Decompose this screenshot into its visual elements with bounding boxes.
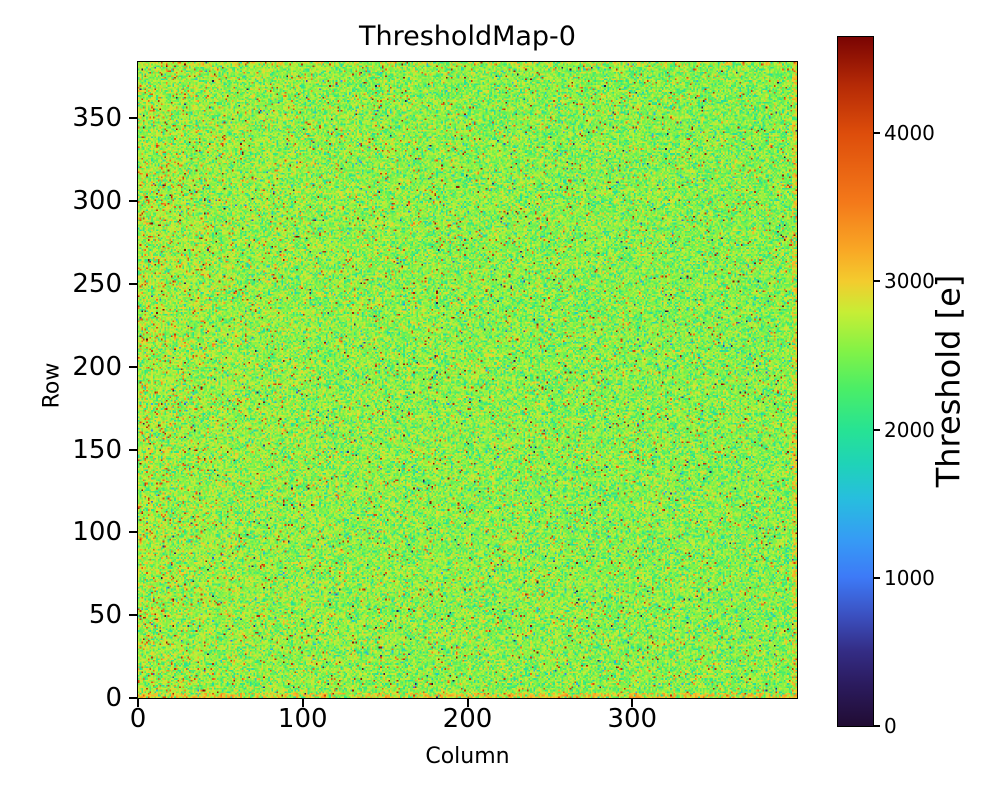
y-tick-mark bbox=[129, 614, 137, 617]
y-tick-label: 100 bbox=[72, 517, 122, 548]
y-tick-label: 200 bbox=[72, 351, 122, 382]
threshold-heatmap-canvas bbox=[138, 62, 797, 698]
colorbar-label: Threshold [e] bbox=[929, 274, 967, 488]
colorbar-tick-label: 1000 bbox=[884, 565, 935, 590]
y-tick-label: 300 bbox=[72, 186, 122, 217]
colorbar bbox=[837, 36, 874, 727]
colorbar-tick-label: 2000 bbox=[884, 417, 935, 442]
y-tick-mark bbox=[129, 117, 137, 120]
y-tick-mark bbox=[129, 365, 137, 368]
x-tick-mark bbox=[137, 699, 139, 707]
colorbar-tick-mark bbox=[873, 280, 880, 283]
x-tick-mark bbox=[301, 699, 304, 707]
y-axis-label-wrap: Row bbox=[10, 345, 94, 425]
colorbar-tick-mark bbox=[873, 132, 880, 135]
colorbar-label-wrap: Threshold [e] bbox=[898, 231, 998, 531]
y-tick-label: 0 bbox=[105, 683, 122, 713]
y-tick-mark bbox=[129, 531, 137, 534]
colorbar-tick-mark bbox=[873, 576, 880, 579]
plot-title: ThresholdMap-0 bbox=[359, 21, 576, 52]
colorbar-tick-label: 0 bbox=[884, 714, 897, 738]
x-tick-label: 0 bbox=[129, 704, 147, 734]
x-tick-label: 200 bbox=[442, 704, 493, 734]
y-tick-mark bbox=[129, 697, 137, 699]
colorbar-tick-mark bbox=[873, 725, 880, 727]
y-tick-mark bbox=[129, 448, 137, 451]
x-axis-label: Column bbox=[425, 744, 510, 769]
colorbar-tick-mark bbox=[873, 428, 880, 431]
colorbar-tick-label: 3000 bbox=[884, 269, 935, 294]
y-tick-mark bbox=[129, 200, 137, 203]
colorbar-tick-label: 4000 bbox=[884, 121, 935, 146]
y-axis-label: Row bbox=[39, 362, 65, 408]
y-tick-label: 350 bbox=[72, 103, 122, 134]
x-tick-mark bbox=[466, 699, 469, 707]
x-tick-label: 300 bbox=[607, 704, 658, 734]
y-tick-label: 150 bbox=[72, 434, 122, 465]
x-tick-mark bbox=[631, 699, 634, 707]
y-tick-label: 250 bbox=[72, 268, 122, 299]
x-tick-label: 100 bbox=[277, 704, 328, 734]
plot-area bbox=[137, 61, 798, 699]
y-tick-mark bbox=[129, 282, 137, 285]
y-tick-label: 50 bbox=[88, 600, 122, 631]
